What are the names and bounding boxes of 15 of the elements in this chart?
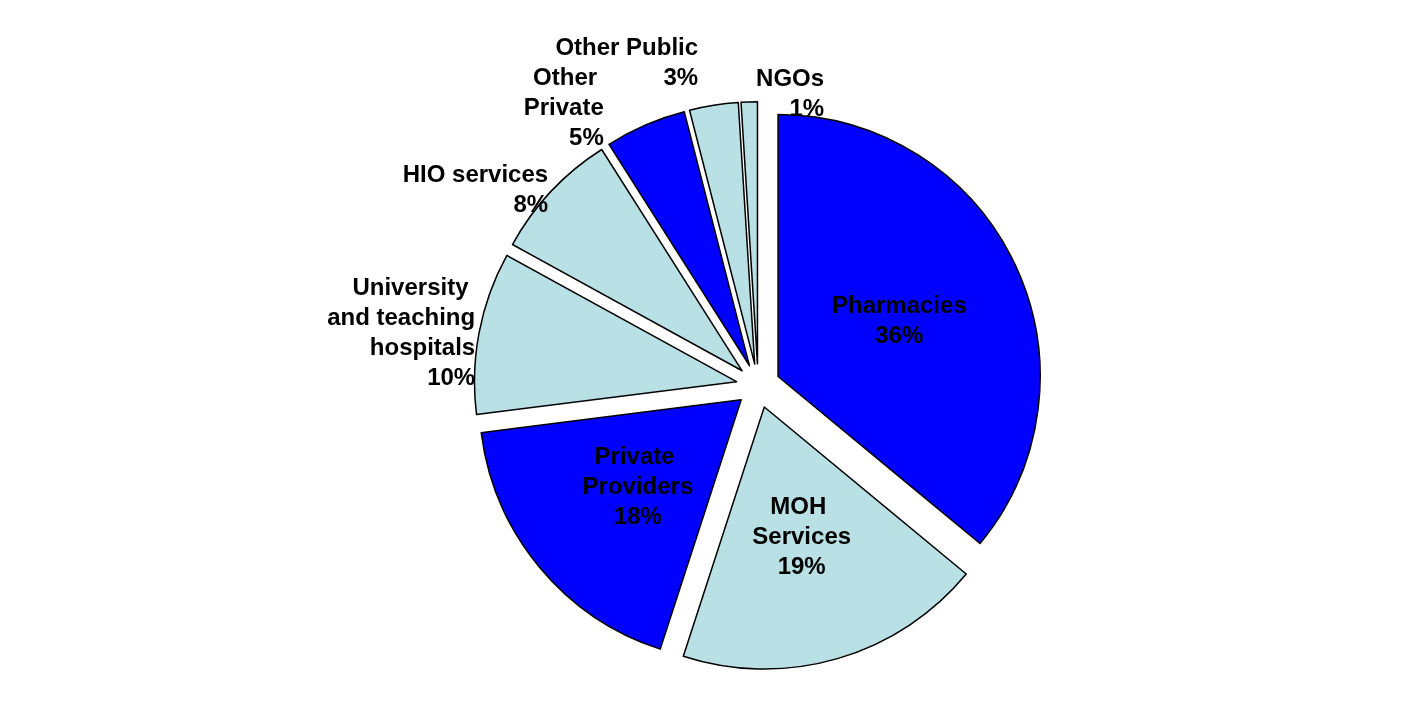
slice-label: Other Private (523, 62, 604, 120)
slice-label: University and teaching hospitals (327, 273, 476, 361)
slice-label: Pharmacies (831, 290, 967, 318)
slice-label: Private Providers (582, 441, 694, 499)
slice-label: MOH Services (752, 492, 852, 550)
slice-label: NGOs (756, 64, 825, 92)
data-label: 5% (569, 122, 604, 150)
slice-label: Other Public (555, 32, 699, 60)
slice-label: HIO services (402, 160, 549, 188)
data-label: 10% (427, 363, 476, 391)
data-label: 1% (789, 94, 825, 122)
data-label: 36% (875, 320, 924, 348)
data-label: 3% (663, 62, 699, 90)
data-label: 18% (613, 501, 662, 529)
data-label: 19% (777, 552, 826, 580)
